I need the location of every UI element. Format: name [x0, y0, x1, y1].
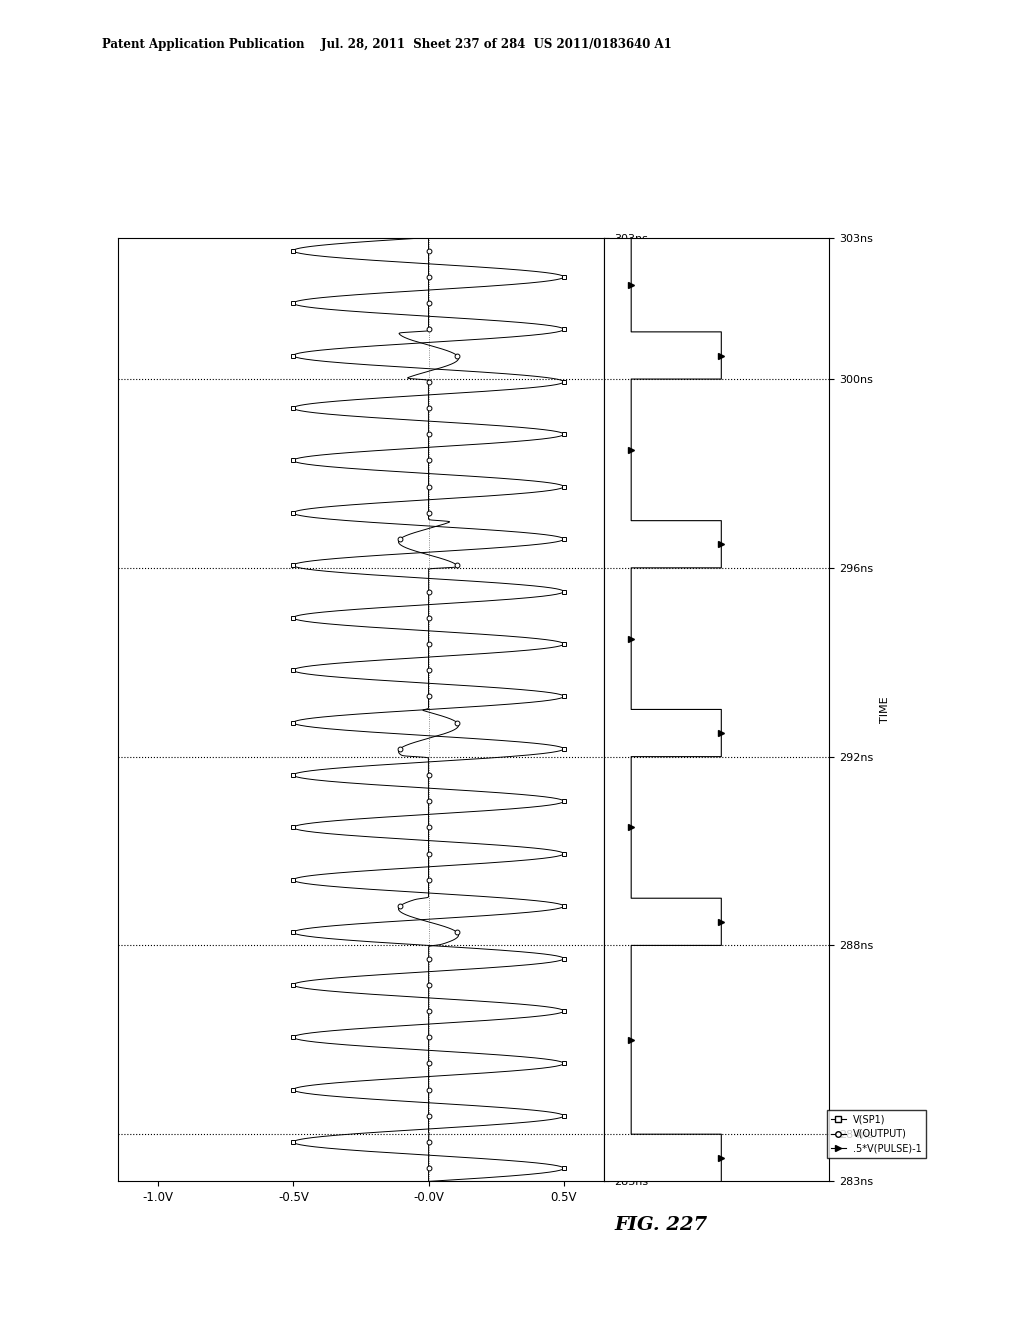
Legend: V(SP1), V(OUTPUT), .5*V(PULSE)-1: V(SP1), V(OUTPUT), .5*V(PULSE)-1	[827, 1110, 926, 1158]
Text: Patent Application Publication    Jul. 28, 2011  Sheet 237 of 284  US 2011/01836: Patent Application Publication Jul. 28, …	[102, 37, 672, 50]
Y-axis label: TIME: TIME	[881, 696, 890, 723]
Text: FIG. 227: FIG. 227	[614, 1216, 708, 1234]
